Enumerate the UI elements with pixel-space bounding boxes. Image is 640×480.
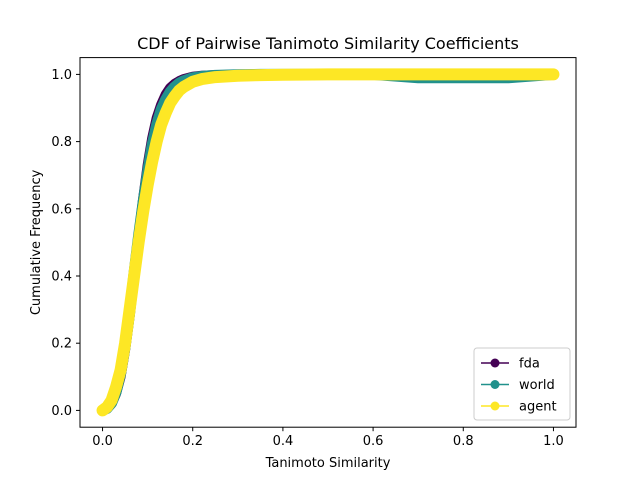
series-layer (96, 68, 560, 417)
y-tick-label: 1.0 (51, 68, 72, 83)
x-tick-label: 0.4 (273, 434, 294, 449)
y-tick-label: 0.0 (51, 404, 72, 419)
series-line-agent (96, 68, 560, 417)
x-tick-label: 0.0 (92, 434, 113, 449)
legend-label-fda: fda (519, 357, 540, 372)
y-axis-ticks: 0.0 0.2 0.4 0.6 0.8 1.0 (51, 68, 80, 419)
x-tick-label: 0.2 (182, 434, 203, 449)
x-tick-label: 0.8 (453, 434, 474, 449)
y-tick-label: 0.6 (51, 202, 72, 217)
x-tick-label: 0.6 (363, 434, 384, 449)
legend-entries: fda world agent (481, 357, 557, 415)
legend-marker-agent (490, 401, 500, 411)
legend-label-agent: agent (519, 400, 557, 415)
series-point-agent (548, 69, 559, 80)
series-point-agent (97, 405, 108, 416)
x-axis-ticks: 0.0 0.2 0.4 0.6 0.8 1.0 (92, 427, 564, 449)
legend-marker-fda (490, 358, 500, 368)
y-tick-label: 0.4 (51, 270, 72, 285)
legend: fda world agent (473, 347, 571, 421)
y-axis-label: Cumulative Frequency (29, 169, 44, 315)
x-tick-label: 1.0 (543, 434, 564, 449)
y-tick-label: 0.2 (51, 337, 72, 352)
x-axis-label: Tanimoto Similarity (265, 456, 391, 471)
axes-frame (79, 57, 577, 428)
y-tick-label: 0.8 (51, 135, 72, 150)
legend-marker-world (490, 380, 500, 389)
chart-title: CDF of Pairwise Tanimoto Similarity Coef… (137, 34, 519, 53)
legend-label-world: world (519, 378, 555, 393)
